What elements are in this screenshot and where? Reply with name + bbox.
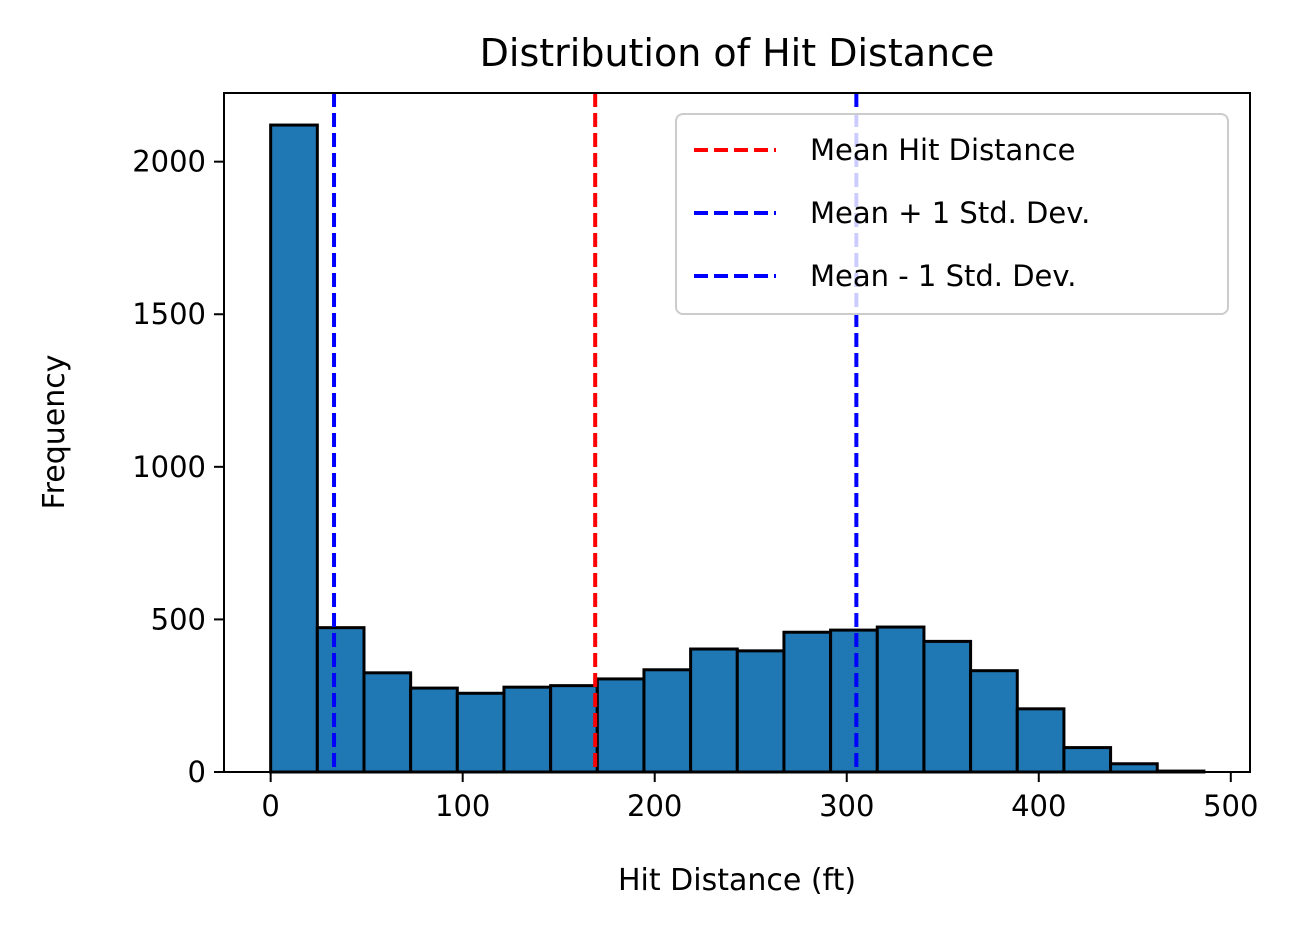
legend: Mean Hit Distance Mean + 1 Std. Dev. Mean …	[675, 113, 1229, 315]
histogram-bar-7	[595, 677, 646, 774]
histogram-bar-0	[269, 123, 319, 774]
y-tick-label: 2000	[132, 145, 206, 179]
histogram-bar-2	[362, 671, 413, 774]
y-tick-label: 1500	[132, 297, 206, 331]
histogram-bar-10	[735, 649, 786, 774]
histogram-bar-5	[502, 685, 553, 774]
x-axis-ticks: 0 100 200 300 400 500	[261, 772, 1258, 823]
x-tick-label: 300	[819, 789, 874, 823]
histogram-bar-3	[409, 686, 459, 774]
histogram-bar-17	[1062, 746, 1113, 774]
histogram-bar-8	[642, 668, 693, 774]
y-axis-ticks: 0 500 1000 1500 2000	[132, 145, 224, 789]
histogram-bar-18	[1109, 762, 1159, 774]
x-axis-label: Hit Distance (ft)	[618, 863, 856, 898]
y-tick-label: 500	[151, 602, 206, 636]
histogram-bar-1	[315, 626, 366, 774]
histogram-bar-6	[549, 684, 599, 774]
legend-label-1: Mean + 1 Std. Dev.	[810, 196, 1090, 230]
legend-box	[675, 113, 1229, 315]
histogram-bar-12	[829, 628, 879, 774]
y-tick-label: 0	[188, 755, 206, 789]
histogram-bar-15	[969, 669, 1019, 774]
histogram-bar-14	[922, 639, 973, 774]
histogram-bar-4	[455, 691, 506, 774]
x-tick-label: 100	[435, 789, 490, 823]
x-tick-label: 200	[627, 789, 682, 823]
x-tick-label: 500	[1203, 789, 1258, 823]
chart-title: Distribution of Hit Distance	[480, 31, 995, 75]
histogram-bars	[269, 123, 1206, 774]
histogram-bar-16	[1015, 707, 1066, 774]
histogram-bar-9	[689, 647, 739, 774]
legend-label-2: Mean - 1 Std. Dev.	[810, 259, 1077, 293]
x-tick-label: 0	[261, 789, 279, 823]
x-tick-label: 400	[1011, 789, 1066, 823]
y-tick-label: 1000	[132, 450, 206, 484]
histogram-bar-11	[782, 630, 833, 774]
plot-area-frame	[223, 92, 1251, 773]
histogram-bar-13	[875, 625, 926, 774]
legend-label-0: Mean Hit Distance	[810, 133, 1076, 167]
y-axis-label: Frequency	[37, 355, 72, 510]
